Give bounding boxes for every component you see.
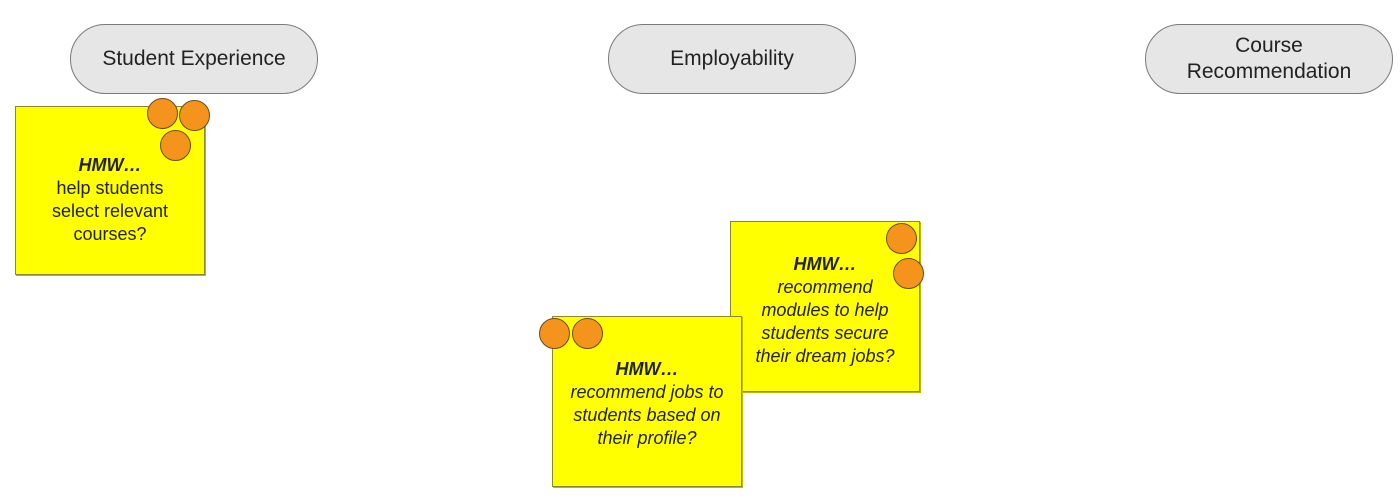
vote-dot-icon[interactable] <box>539 318 570 349</box>
vote-dot-icon[interactable] <box>893 258 924 289</box>
note-question: help students select relevant courses? <box>51 177 169 244</box>
category-student-experience: Student Experience <box>70 24 318 94</box>
category-employability: Employability <box>608 24 856 94</box>
category-label: Course Recommendation <box>1186 34 1352 83</box>
vote-dot-icon[interactable] <box>147 98 178 129</box>
vote-dot-icon[interactable] <box>160 130 191 161</box>
category-label: Employability <box>670 47 794 70</box>
note-question: recommend modules to help students secur… <box>755 277 895 366</box>
vote-dot-icon[interactable] <box>886 223 917 254</box>
note-prefix: HMW… <box>78 154 142 175</box>
note-prefix: HMW… <box>615 358 679 379</box>
note-prefix: HMW… <box>793 254 857 274</box>
sticky-note-recommend-modules[interactable]: HMW… recommend modules to help students … <box>730 221 920 392</box>
vote-dot-icon[interactable] <box>179 100 210 131</box>
category-course-recommendation: Course Recommendation <box>1145 24 1393 94</box>
note-question: recommend jobs to students based on thei… <box>570 381 724 448</box>
category-label: Student Experience <box>102 47 286 70</box>
vote-dot-icon[interactable] <box>572 318 603 349</box>
sticky-note-recommend-jobs[interactable]: HMW… recommend jobs to students based on… <box>552 316 742 487</box>
